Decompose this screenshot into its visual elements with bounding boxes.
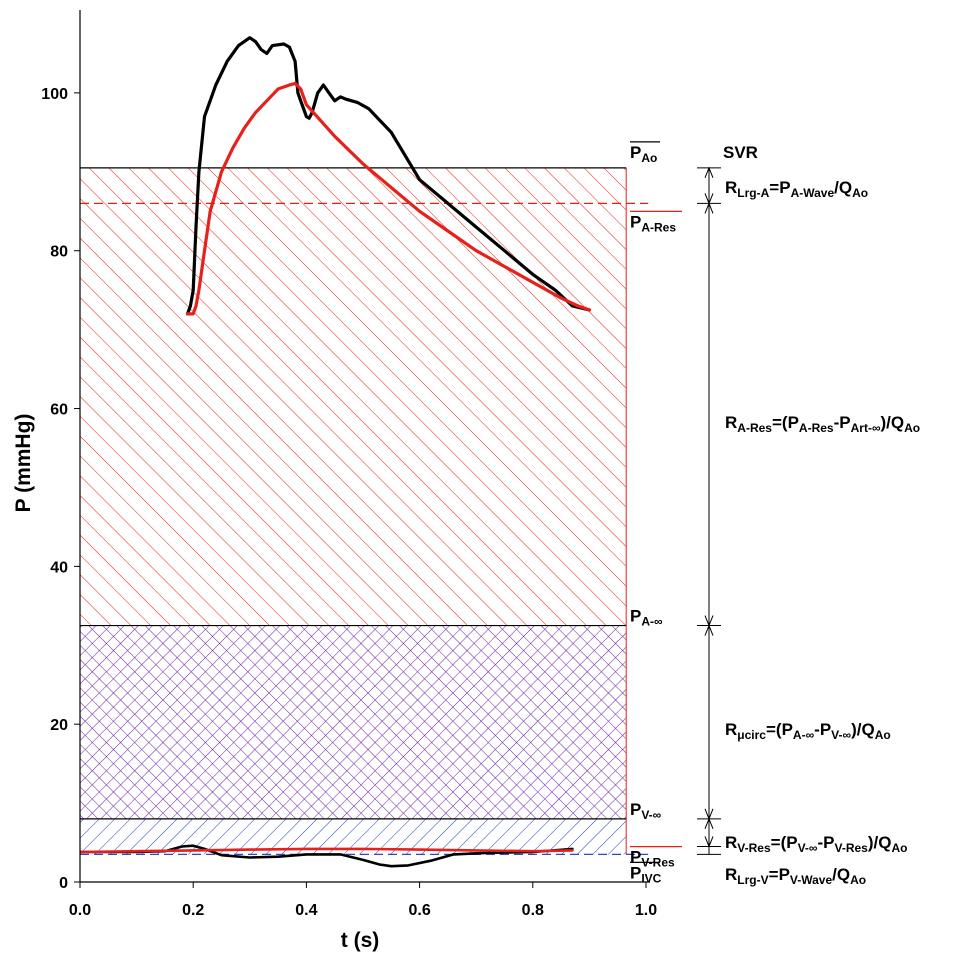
y-tick-label: 100 — [41, 86, 68, 103]
resistance-formula: RLrg-A=PA-Wave/QAo — [725, 178, 868, 200]
x-tick-label: 0.6 — [408, 902, 430, 919]
pressure-traces — [80, 36, 591, 868]
pressure-label: PA-Res — [630, 212, 676, 234]
arrow-head — [704, 202, 714, 214]
x-tick-label: 0.2 — [182, 902, 204, 919]
arrow-head — [704, 817, 714, 830]
axes: 0 20 40 60 80 100 0.0 0.2 0.4 0.6 0.8 1.0 — [41, 10, 657, 919]
y-tick-label: 80 — [50, 244, 68, 261]
arrow-head — [704, 624, 714, 636]
y-tick-label: 0 — [59, 875, 68, 892]
reference-lines — [80, 167, 649, 855]
pressure-label: PV-∞ — [630, 800, 661, 822]
band-purple-crosshatch-b — [80, 625, 627, 819]
x-tick-label: 0.0 — [69, 902, 91, 919]
series-line-1 — [185, 81, 591, 316]
band-red-diagonal — [80, 167, 627, 626]
y-axis-title: P (mmHg) — [12, 414, 35, 513]
arrow-head — [704, 166, 714, 179]
series-line-2 — [80, 844, 574, 868]
series-line-3 — [80, 847, 574, 854]
pressure-label: PA-∞ — [630, 607, 663, 629]
x-tick-label: 0.8 — [522, 902, 544, 919]
svr-title: SVR — [723, 143, 758, 162]
series-line-0 — [185, 36, 591, 316]
resistance-formula: Rμcirc=(PA-∞-PV-∞)/QAo — [725, 720, 891, 742]
x-tick-label: 0.4 — [295, 902, 317, 919]
resistance-formula: RLrg-V=PV-Wave/QAo — [725, 865, 866, 887]
x-tick-label: 1.0 — [635, 902, 657, 919]
y-tick-label: 20 — [50, 717, 68, 734]
y-tick-label: 60 — [50, 402, 68, 419]
resistance-formula: RA-Res=(PA-Res-PArt-∞)/QAo — [725, 413, 920, 435]
hatched-bands — [80, 167, 627, 855]
pressure-label: PAo — [630, 143, 657, 165]
x-axis-title: t (s) — [341, 929, 380, 952]
y-tick-label: 40 — [50, 559, 68, 576]
resistance-annotations: SVR RLrg-A=PA-Wave/QAo RA-Res=(PA-Res-PArt… — [697, 143, 920, 887]
pressure-label: PIVC — [630, 863, 662, 885]
resistance-formula: RV-Res=(PV-∞-PV-Res)/QAo — [725, 833, 907, 855]
